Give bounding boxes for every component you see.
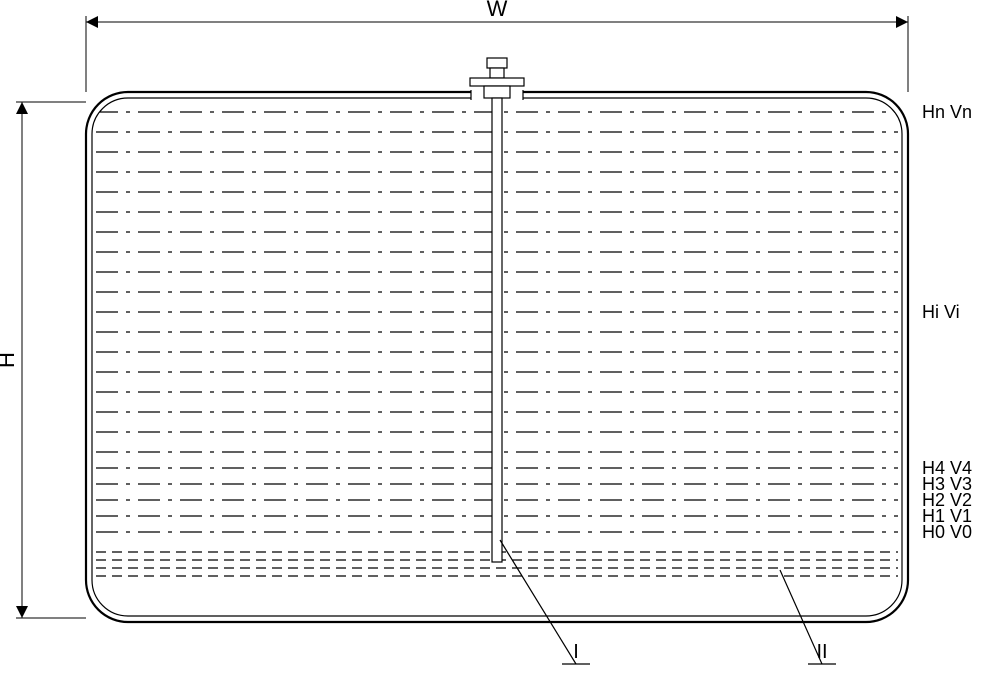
level-label: Hi Vi (922, 302, 960, 322)
level-label: H0 V0 (922, 522, 972, 542)
callout-label: I (573, 641, 579, 663)
level-label: Hn Vn (922, 102, 972, 122)
callout-label: II (816, 641, 827, 663)
dim-h-label: H (0, 352, 19, 368)
level-annotations: Hn VnHi ViH4 V4H3 V3H2 V2H1 V1H0 V0 (922, 102, 972, 542)
dim-w-label: W (487, 0, 508, 21)
dimension-h: H (0, 102, 86, 618)
tank-diagram: WHHn VnHi ViH4 V4H3 V3H2 V2H1 V1H0 V0III (0, 0, 1000, 684)
